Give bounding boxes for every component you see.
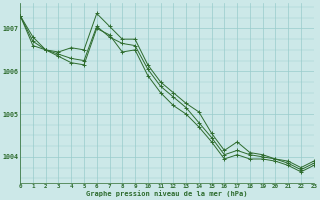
X-axis label: Graphe pression niveau de la mer (hPa): Graphe pression niveau de la mer (hPa)	[86, 190, 248, 197]
